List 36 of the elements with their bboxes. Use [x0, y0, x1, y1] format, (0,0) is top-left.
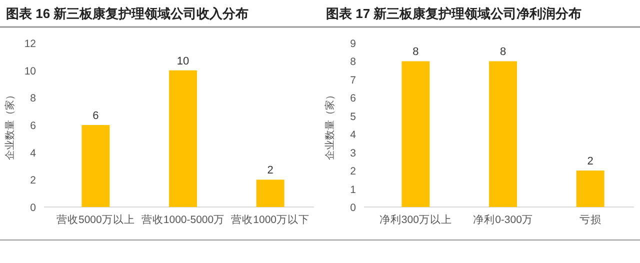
x-tick-label: 亏损 — [579, 214, 602, 226]
y-tick-label: 9 — [350, 38, 356, 50]
y-axis-title: 企业数量（家） — [324, 90, 336, 160]
y-tick-label: 6 — [350, 92, 356, 105]
y-tick-label: 8 — [350, 56, 356, 68]
y-tick-label: 6 — [30, 120, 36, 132]
chart-title: 图表 17 新三板康复护理领域公司净利润分布 — [326, 6, 582, 21]
data-label: 6 — [92, 110, 99, 122]
bar — [169, 70, 197, 207]
data-label: 2 — [267, 164, 274, 177]
data-label: 2 — [587, 156, 594, 168]
y-tick-label: 12 — [24, 38, 36, 50]
chart-title: 图表 16 新三板康复护理领域公司收入分布 — [6, 6, 249, 21]
x-tick-label: 营收5000万以上 — [56, 213, 135, 226]
x-tick-label: 净利300万以上 — [379, 213, 452, 226]
y-tick-label: 2 — [30, 174, 36, 187]
bar — [82, 125, 110, 207]
x-tick-label: 营收1000万以下 — [231, 213, 310, 226]
y-tick-label: 8 — [30, 92, 36, 105]
x-tick-label: 净利0-300万 — [473, 213, 533, 226]
y-tick-label: 7 — [350, 74, 356, 86]
data-label: 8 — [500, 46, 506, 58]
y-tick-label: 3 — [350, 147, 356, 160]
data-label: 8 — [412, 46, 419, 58]
y-axis-title: 企业数量（家） — [4, 90, 16, 160]
y-tick-label: 10 — [24, 65, 36, 78]
y-tick-label: 5 — [350, 110, 356, 123]
x-tick-label: 营收1000-5000万 — [141, 213, 225, 226]
bar — [256, 180, 284, 207]
y-tick-label: 1 — [350, 184, 356, 196]
y-tick-label: 4 — [30, 147, 36, 160]
data-label: 10 — [176, 55, 190, 68]
y-tick-label: 0 — [350, 202, 356, 214]
y-tick-label: 2 — [350, 166, 356, 178]
y-tick-label: 4 — [350, 129, 356, 142]
y-tick-label: 0 — [30, 202, 36, 214]
